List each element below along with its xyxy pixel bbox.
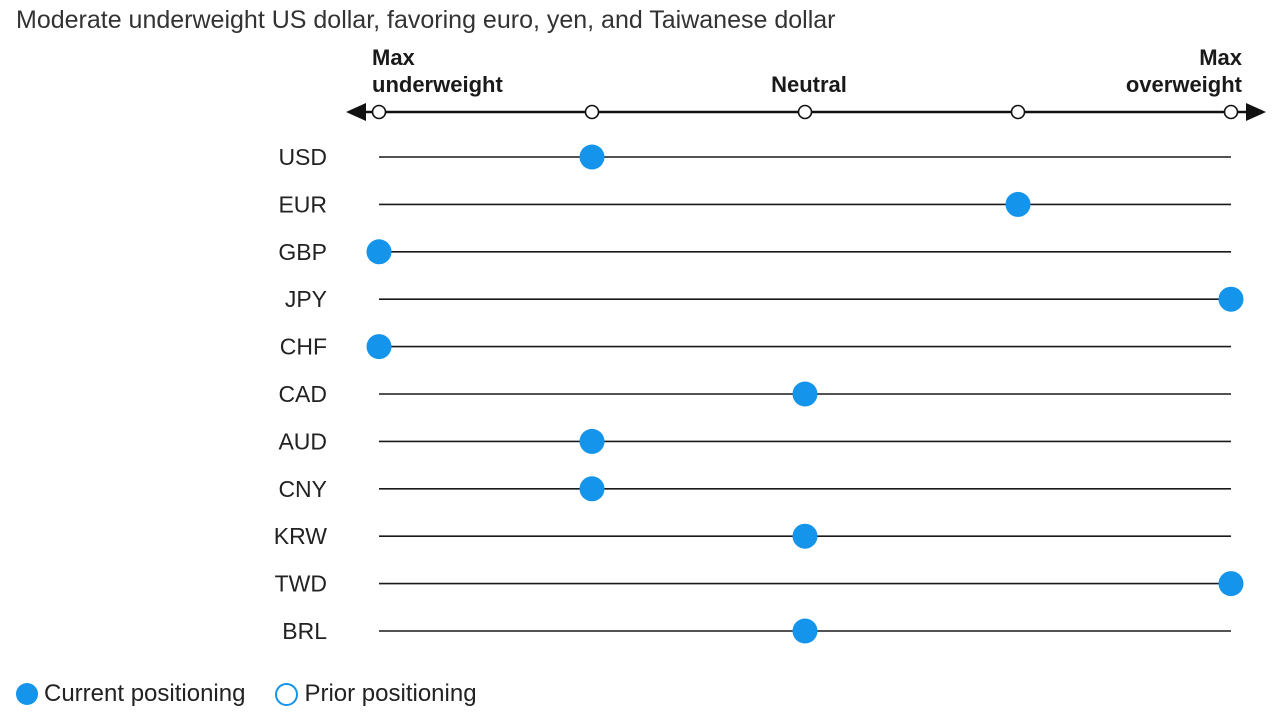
scale-label: Max — [1199, 45, 1243, 70]
legend-label-prior: Prior positioning — [304, 680, 477, 707]
category-label: GBP — [278, 239, 327, 265]
left-arrow-icon — [346, 103, 366, 121]
current-position-marker — [579, 428, 605, 454]
scale-tick-marker — [1223, 104, 1239, 120]
legend-label-current: Current positioning — [44, 680, 246, 707]
legend-item-prior: Prior positioning — [275, 680, 477, 708]
row-brl: BRL — [282, 618, 1231, 644]
category-label: TWD — [275, 571, 327, 597]
row-jpy: JPY — [285, 286, 1244, 312]
scale-label: Max — [372, 45, 416, 70]
row-aud: AUD — [278, 428, 1231, 454]
filled-circle-icon — [16, 683, 38, 705]
scale-tick-marker — [1010, 104, 1026, 120]
legend-item-current: Current positioning — [16, 680, 245, 708]
category-label: EUR — [278, 191, 327, 217]
row-eur: EUR — [278, 191, 1231, 217]
category-label: CNY — [278, 476, 327, 502]
row-usd: USD — [278, 144, 1231, 170]
current-position-marker — [792, 618, 818, 644]
category-label: BRL — [282, 618, 327, 644]
category-label: AUD — [278, 428, 327, 454]
category-label: USD — [278, 144, 327, 170]
current-position-marker — [366, 334, 392, 360]
category-label: KRW — [274, 523, 328, 549]
row-krw: KRW — [274, 523, 1231, 549]
row-cad: CAD — [278, 381, 1231, 407]
scale-label: Neutral — [771, 72, 847, 97]
current-position-marker — [579, 144, 605, 170]
scale-axis — [346, 103, 1266, 121]
chart-title: Moderate underweight US dollar, favoring… — [16, 6, 836, 34]
scale-tick-marker — [371, 104, 387, 120]
right-arrow-icon — [1246, 103, 1266, 121]
currency-rows: USD EUR GBP JPY CHF CAD AUD CNY KRW TWD BRL — [274, 144, 1244, 644]
current-position-marker — [579, 476, 605, 502]
current-position-marker — [1218, 286, 1244, 312]
row-gbp: GBP — [278, 239, 1231, 265]
current-position-marker — [792, 523, 818, 549]
row-chf: CHF — [280, 334, 1231, 360]
current-position-marker — [1005, 191, 1031, 217]
current-position-marker — [1218, 571, 1244, 597]
row-cny: CNY — [278, 476, 1231, 502]
hollow-circle-icon — [275, 682, 299, 706]
row-twd: TWD — [275, 571, 1244, 597]
category-label: JPY — [285, 286, 327, 312]
scale-tick-marker — [584, 104, 600, 120]
scale-label: overweight — [1126, 72, 1243, 97]
legend: Current positioning Prior positioning — [16, 676, 477, 712]
category-label: CAD — [278, 381, 327, 407]
current-position-marker — [366, 239, 392, 265]
scale-tick-marker — [797, 104, 813, 120]
category-label: CHF — [280, 334, 327, 360]
current-position-marker — [792, 381, 818, 407]
scale-label: underweight — [372, 72, 503, 97]
